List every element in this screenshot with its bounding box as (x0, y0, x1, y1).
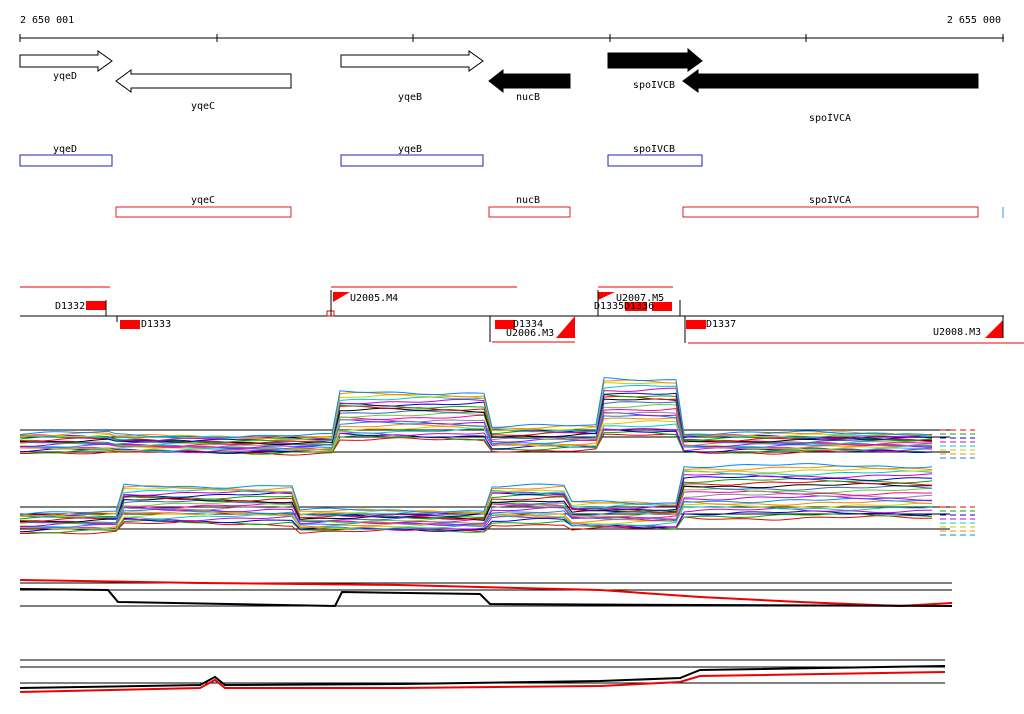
box-label: yqeD (53, 144, 77, 155)
expression-tracks (19, 377, 975, 693)
trace (19, 671, 946, 693)
trace (19, 480, 933, 522)
trace (19, 665, 946, 689)
feature-label: D1332 (55, 301, 85, 312)
feature-label: U2006.M3 (506, 328, 554, 339)
feature-label: D1336 (624, 301, 654, 312)
trace (20, 515, 933, 535)
box (19, 154, 113, 167)
box-label: yqeC (191, 195, 215, 206)
gene-track (19, 47, 979, 94)
gene-arrow (340, 50, 484, 72)
box-label: spoIVCA (809, 195, 851, 206)
box (488, 206, 571, 218)
ruler-ticks (19, 34, 1004, 42)
feature-label: D1335 (594, 301, 624, 312)
feature-label: U2008.M3 (933, 327, 981, 338)
feature-label: D1333 (141, 319, 171, 330)
box (115, 206, 292, 218)
feature-label: U2005.M4 (350, 293, 398, 304)
scale: 2 650 001 2 655 000 (19, 15, 1004, 42)
trace (19, 463, 933, 515)
trace (20, 495, 932, 527)
trace (19, 497, 933, 529)
trace (19, 411, 933, 449)
gene-arrow (607, 47, 703, 72)
trace (19, 420, 933, 452)
scale-start: 2 650 001 (20, 15, 74, 26)
box (682, 206, 979, 218)
gene-arrow (488, 68, 571, 94)
scale-end: 2 655 000 (947, 15, 1001, 26)
gene-label: spoIVCA (809, 113, 851, 124)
trace (19, 505, 933, 531)
trace (19, 387, 933, 442)
trace (19, 377, 933, 439)
box-label: spoIVCB (633, 144, 675, 155)
feature-label: D1337 (706, 319, 736, 330)
trace (19, 482, 933, 523)
gene-arrow (19, 50, 113, 72)
box (607, 154, 703, 167)
gene-label: nucB (516, 92, 540, 103)
gene-label: yqeD (53, 71, 77, 82)
box-track (19, 154, 1004, 218)
trace (19, 384, 933, 442)
feature-span (20, 286, 1024, 344)
gene-arrow (682, 69, 979, 93)
box (340, 154, 484, 167)
gene-label: yqeC (191, 101, 215, 112)
feature-track (20, 286, 1024, 344)
gene-label: spoIVCB (633, 80, 675, 91)
trace (19, 500, 933, 530)
box-label: yqeB (398, 144, 422, 155)
trace (19, 398, 932, 445)
trace (19, 588, 953, 608)
trace (19, 414, 933, 450)
trace (19, 465, 933, 517)
gene-label: yqeB (398, 92, 422, 103)
trace (19, 510, 933, 533)
box-label: nucB (516, 195, 540, 206)
feature-label: D1334 (513, 319, 543, 330)
feature-label: U2007.M5 (616, 293, 664, 304)
gene-arrow (115, 69, 292, 93)
